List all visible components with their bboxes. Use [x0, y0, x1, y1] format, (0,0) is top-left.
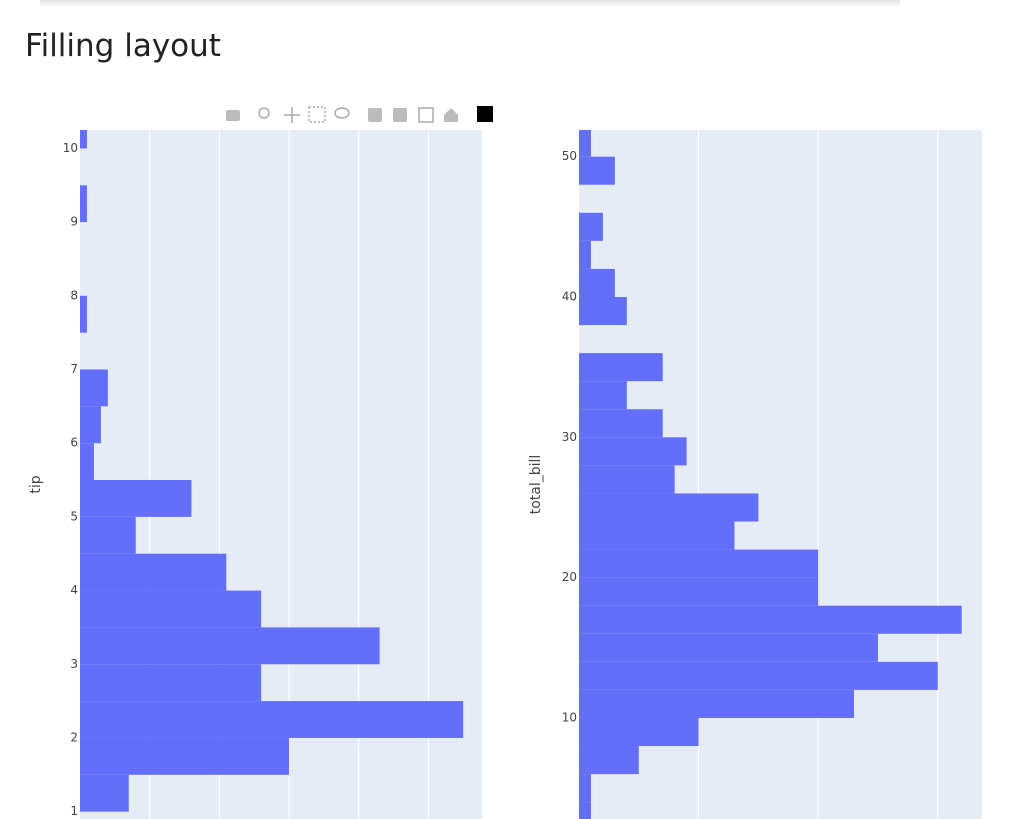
y-axis-title: tip: [28, 475, 44, 493]
lasso-icon[interactable]: [334, 107, 350, 119]
reset-icon[interactable]: [444, 108, 458, 122]
autoscale-icon[interactable]: [418, 107, 434, 123]
y-axis-title: total_bill: [528, 455, 544, 515]
bar: [80, 516, 136, 554]
bar: [579, 240, 591, 269]
bar: [579, 549, 819, 578]
y-tick-label: 8: [70, 288, 78, 302]
bar: [80, 130, 87, 149]
bar: [80, 590, 262, 628]
bars: [579, 130, 962, 819]
y-tick-label: 50: [562, 149, 577, 163]
y-tick-label: 6: [70, 436, 78, 450]
y-tick-label: 10: [63, 141, 78, 155]
y-tick-label: 3: [70, 657, 78, 671]
bar: [579, 156, 615, 185]
y-tick-label: 7: [70, 362, 78, 376]
camera-icon[interactable]: [226, 110, 240, 121]
bar: [579, 802, 591, 819]
bar: [80, 737, 290, 775]
y-tick-label: 9: [70, 215, 78, 229]
bars: [80, 130, 464, 812]
plotly-logo[interactable]: [477, 106, 493, 122]
zoom-out-icon[interactable]: [393, 108, 407, 122]
bar: [80, 480, 192, 517]
bar: [80, 627, 380, 665]
bar: [579, 633, 878, 662]
bar: [579, 130, 591, 157]
bar: [579, 268, 615, 297]
y-tick-label: 1: [70, 804, 78, 818]
bar: [80, 553, 227, 591]
bar: [80, 664, 262, 702]
bar: [579, 353, 663, 382]
pan-icon[interactable]: [284, 107, 300, 123]
bar: [579, 521, 735, 550]
y-tick-label: 2: [70, 730, 78, 744]
y-tick-label: 20: [562, 570, 577, 584]
bar: [579, 689, 855, 718]
bar: [579, 493, 759, 522]
bar: [80, 295, 87, 333]
y-tick-label: 30: [562, 430, 577, 444]
bar: [579, 717, 699, 747]
bar: [579, 605, 962, 634]
bar: [80, 443, 94, 481]
bar: [579, 661, 938, 690]
bar: [579, 409, 663, 438]
modebar[interactable]: [226, 106, 493, 123]
y-tick-label: 5: [70, 509, 78, 523]
bar: [80, 185, 87, 223]
zoom-in-icon[interactable]: [368, 108, 382, 122]
bar: [80, 369, 108, 407]
y-tick-label: 4: [70, 583, 78, 597]
y-tick-label: 40: [562, 289, 577, 303]
bar: [579, 212, 603, 241]
bar: [80, 701, 464, 738]
bar: [579, 296, 627, 326]
bar: [579, 381, 627, 410]
page-title: Filling layout: [25, 28, 221, 64]
bar: [579, 746, 639, 775]
header-shadow: [40, 0, 900, 8]
bar: [579, 577, 819, 606]
bar: [80, 774, 129, 812]
y-tick-label: 10: [562, 710, 577, 724]
box-select-icon[interactable]: [308, 106, 326, 123]
zoom-icon[interactable]: [258, 107, 270, 119]
bar: [579, 437, 687, 466]
bar: [579, 465, 675, 494]
bar: [80, 406, 101, 444]
bar: [579, 774, 591, 803]
